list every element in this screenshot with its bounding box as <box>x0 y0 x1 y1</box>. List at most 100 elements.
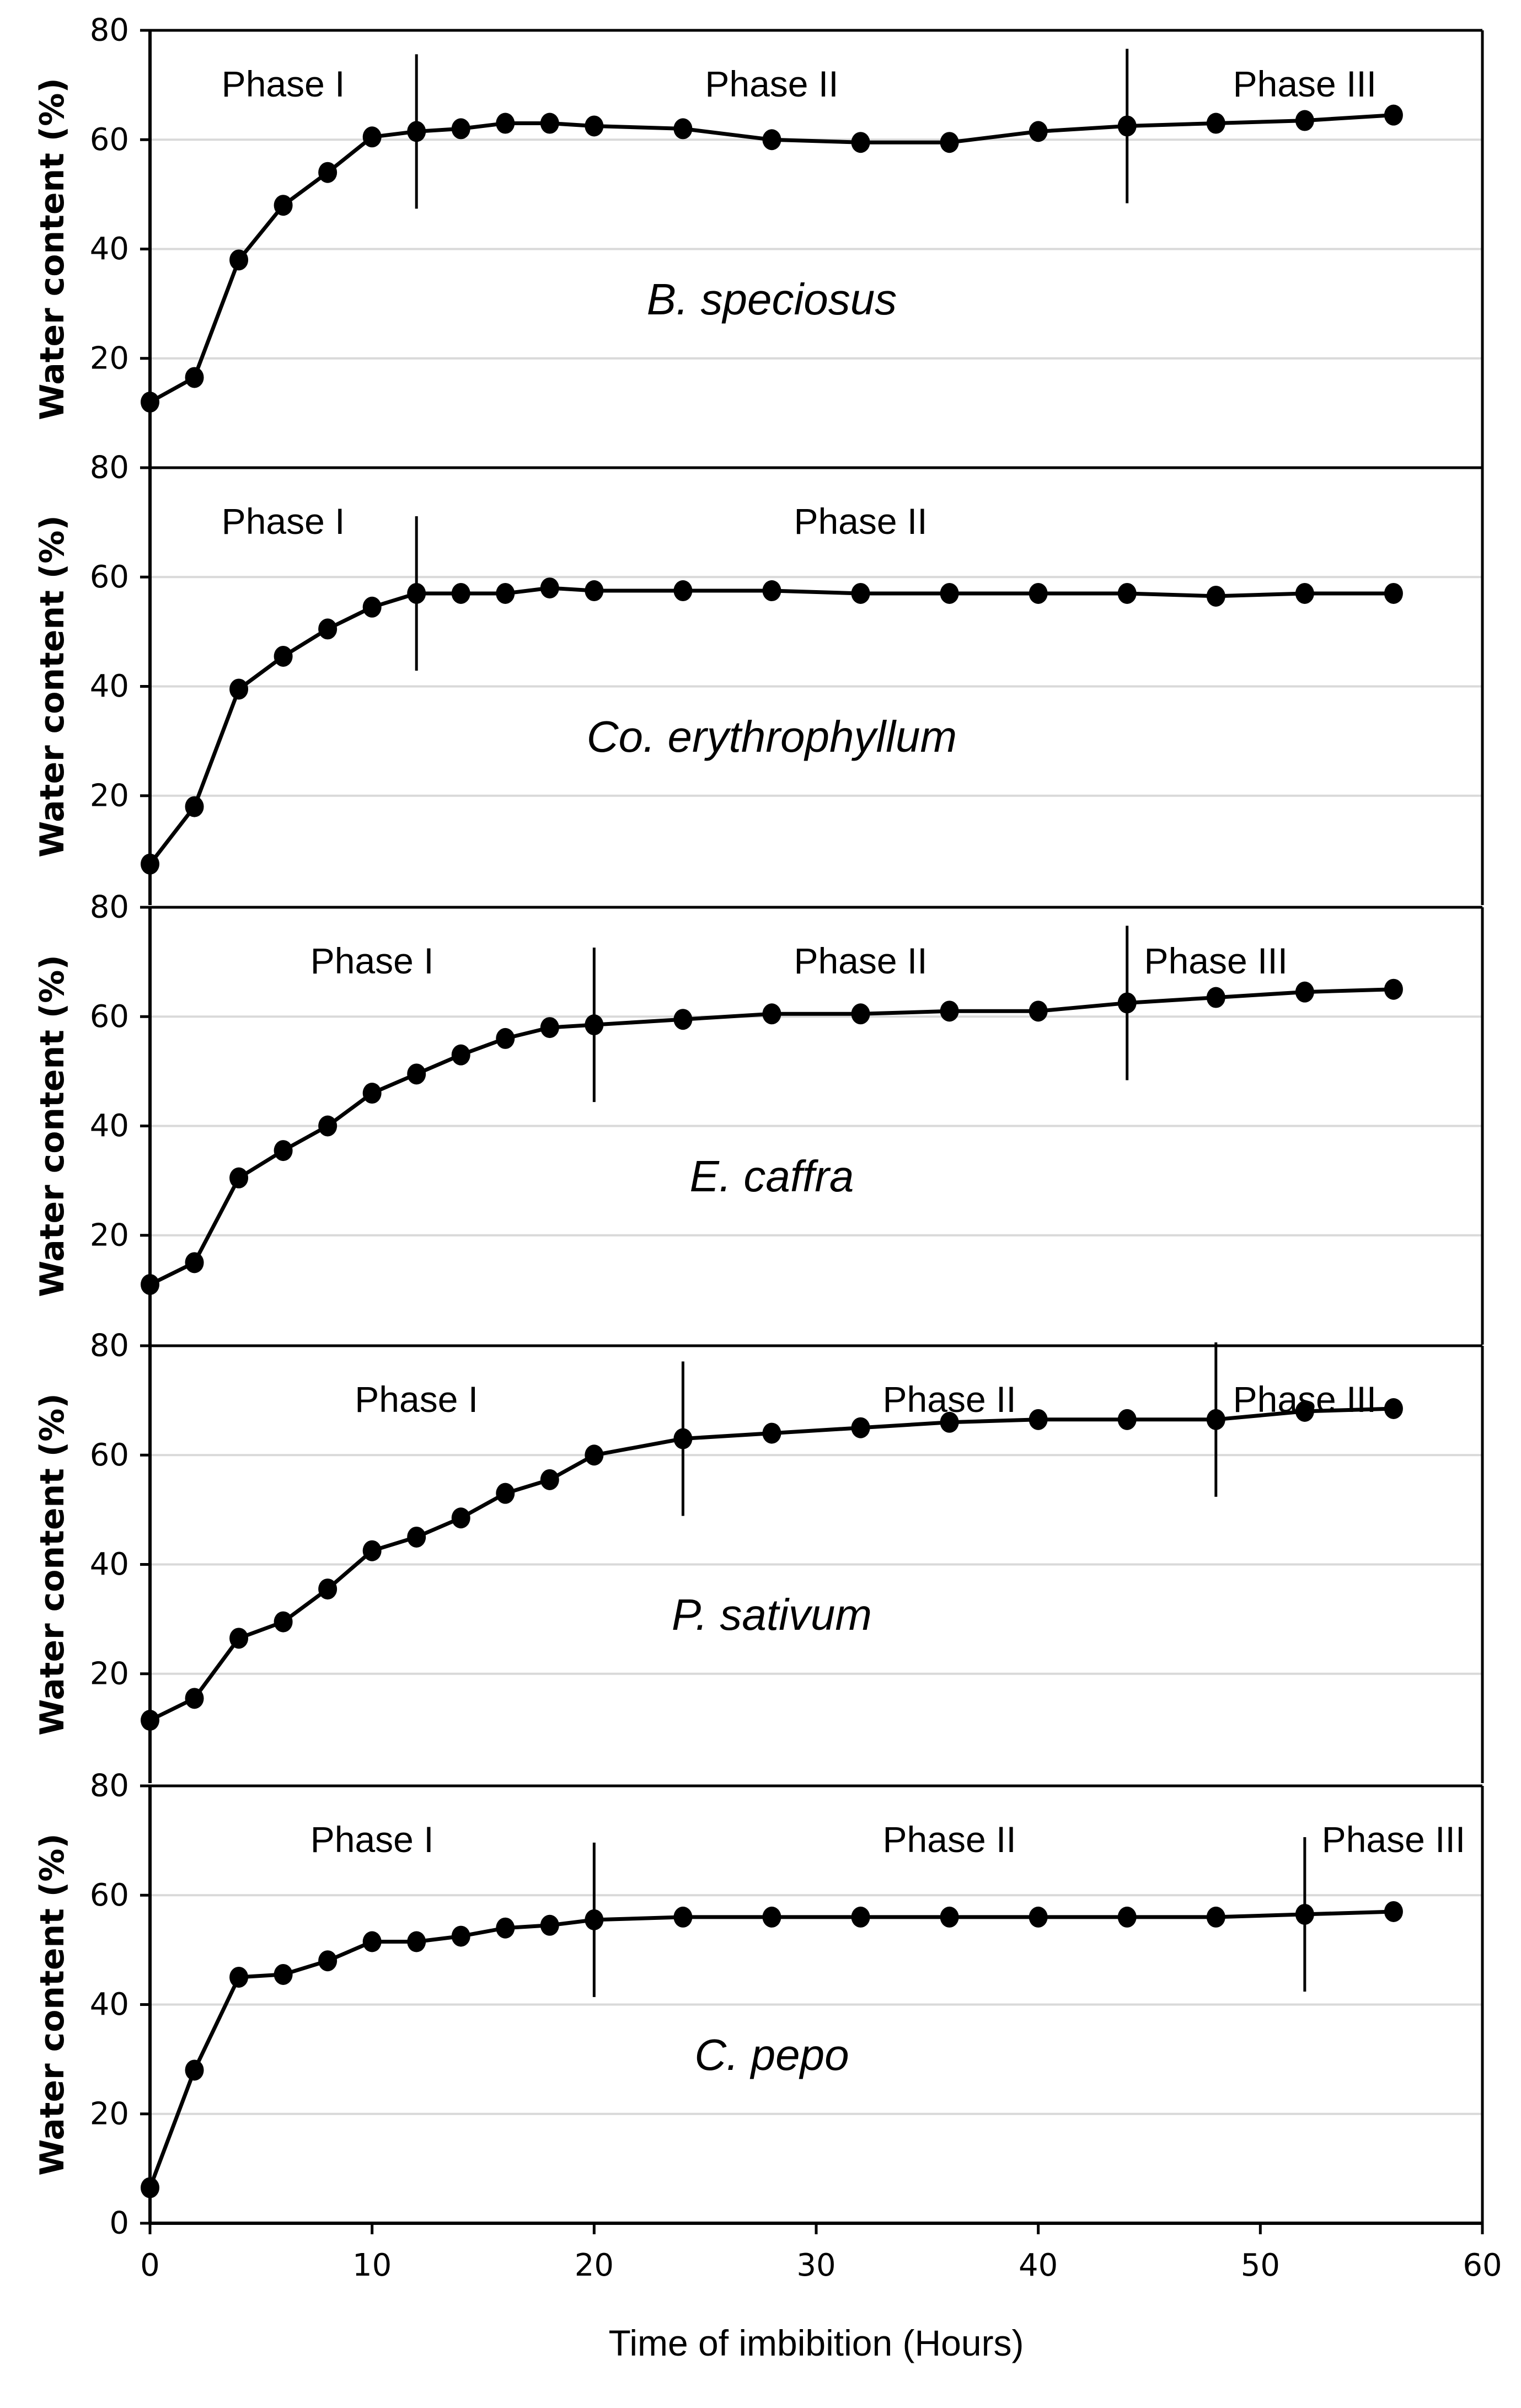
panel-1-phase-label-2: Phase II <box>705 63 838 104</box>
panel-4-phase-label-2: Phase II <box>883 1379 1016 1420</box>
panel-1-point-28h <box>762 129 781 151</box>
panel-2-phase-label-2: Phase II <box>794 501 927 542</box>
panel-1-point-56h <box>1384 104 1403 126</box>
panel-1-point-40h <box>1029 121 1048 142</box>
panel-3-point-52h <box>1295 981 1314 1003</box>
panel-2-ytick-label-20: 20 <box>90 778 129 814</box>
panel-3-phase-label-2: Phase II <box>794 940 927 981</box>
panel-4-point-20h <box>585 1444 604 1466</box>
panel-2-point-20h <box>585 580 604 602</box>
panel-3-point-24h <box>673 1009 693 1030</box>
panel-1-point-12h <box>407 121 426 142</box>
panel-1-point-4h <box>229 249 249 271</box>
panel-4-phase-label-1: Phase I <box>355 1379 478 1420</box>
panel-3-point-8h <box>318 1115 338 1137</box>
panel-3-point-18h <box>540 1017 559 1039</box>
panel-1-point-0h <box>141 392 159 413</box>
panel-2-point-8h <box>318 618 338 640</box>
panel-3-point-10h <box>362 1083 382 1104</box>
panel-1-ytick-label-40: 40 <box>90 231 129 267</box>
panel-3-point-44h <box>1117 992 1137 1014</box>
panel-2-point-52h <box>1295 582 1314 604</box>
panel-2-point-0h <box>141 853 159 875</box>
panel-2-point-6h <box>274 645 293 667</box>
panel-5-point-2h <box>185 2059 204 2081</box>
panel-2-point-28h <box>762 580 781 602</box>
panel-4-point-12h <box>407 1526 426 1548</box>
panel-5-point-20h <box>585 1909 604 1930</box>
panel-2-point-48h <box>1206 585 1225 607</box>
panel-3-point-14h <box>451 1044 470 1066</box>
panel-2-point-12h <box>407 582 426 604</box>
panel-1-point-20h <box>585 115 604 137</box>
panel-1-ytick-label-20: 20 <box>90 340 129 376</box>
panel-2-ytick-label-80: 80 <box>90 450 129 486</box>
panel-4-point-10h <box>362 1540 382 1561</box>
panel-1-y-axis-title: Water content (%) <box>33 78 72 420</box>
panel-4-point-36h <box>940 1411 959 1433</box>
panel-4-ytick-label-80: 80 <box>90 1328 129 1364</box>
panel-1-point-2h <box>185 367 204 388</box>
panel-2-point-44h <box>1117 582 1137 604</box>
panel-5-point-28h <box>762 1906 781 1928</box>
panel-4-point-14h <box>451 1507 470 1529</box>
panel-2-point-36h <box>940 582 959 604</box>
panel-5-species-title: C. pepo <box>694 2030 849 2079</box>
panel-3-point-40h <box>1029 1000 1048 1022</box>
panel-2-point-10h <box>362 596 382 618</box>
panel-4-point-44h <box>1117 1409 1137 1430</box>
panel-3-point-48h <box>1206 987 1225 1008</box>
panel-2-point-2h <box>185 796 204 817</box>
panel-3-point-16h <box>496 1028 515 1049</box>
panel-5-point-24h <box>673 1906 693 1928</box>
panel-5-point-6h <box>274 1963 293 1985</box>
panel-5-point-48h <box>1206 1906 1225 1928</box>
panel-4-point-52h <box>1295 1400 1314 1422</box>
panel-5-point-10h <box>362 1931 382 1952</box>
panel-4-point-48h <box>1206 1409 1225 1430</box>
panel-3-point-12h <box>407 1063 426 1085</box>
panel-2-point-24h <box>673 580 693 602</box>
panel-1-point-32h <box>851 132 870 153</box>
panel-3-point-20h <box>585 1014 604 1036</box>
panel-5-ytick-label-20: 20 <box>90 2096 129 2132</box>
panel-3-ytick-label-60: 60 <box>90 999 129 1035</box>
panel-5-point-36h <box>940 1906 959 1928</box>
panel-3-phase-label-3: Phase III <box>1144 940 1288 981</box>
panel-2-ytick-label-60: 60 <box>90 559 129 595</box>
panel-3-phase-label-1: Phase I <box>310 940 434 981</box>
panel-2-ytick-label-40: 40 <box>90 668 129 704</box>
panel-3-ytick-label-80: 80 <box>90 890 129 925</box>
x-tick-label-40: 40 <box>1019 2248 1058 2283</box>
panel-1-point-14h <box>451 118 470 140</box>
panel-4-point-32h <box>851 1417 870 1438</box>
panel-4-point-40h <box>1029 1409 1048 1430</box>
panel-3-point-2h <box>185 1252 204 1273</box>
panel-1-point-24h <box>673 118 693 140</box>
panel-4-point-16h <box>496 1483 515 1504</box>
panel-3-y-axis-title: Water content (%) <box>33 955 72 1297</box>
panel-3-ytick-label-40: 40 <box>90 1108 129 1144</box>
panel-2-species-title: Co. erythrophyllum <box>587 712 957 761</box>
panel-5-y-axis-title: Water content (%) <box>33 1833 72 2176</box>
panel-1-phase-label-1: Phase I <box>222 63 345 104</box>
panel-5-point-18h <box>540 1914 559 1936</box>
panel-4-phase-label-3: Phase III <box>1233 1379 1377 1420</box>
panel-1-ytick-label-60: 60 <box>90 122 129 158</box>
panel-3-point-32h <box>851 1003 870 1025</box>
panel-2-point-40h <box>1029 582 1048 604</box>
panel-4-point-2h <box>185 1688 204 1709</box>
x-tick-label-60: 60 <box>1463 2248 1502 2283</box>
panel-2-point-32h <box>851 582 870 604</box>
panel-5-phase-label-1: Phase I <box>310 1819 434 1860</box>
panel-5-point-0h <box>141 2177 159 2198</box>
panel-4-point-6h <box>274 1611 293 1633</box>
panel-4-species-title: P. sativum <box>672 1590 872 1639</box>
panel-4-point-4h <box>229 1628 249 1649</box>
panel-1-point-16h <box>496 113 515 134</box>
panel-5-point-32h <box>851 1906 870 1928</box>
panel-2-point-56h <box>1384 582 1403 604</box>
panel-3-species-title: E. caffra <box>690 1152 854 1201</box>
